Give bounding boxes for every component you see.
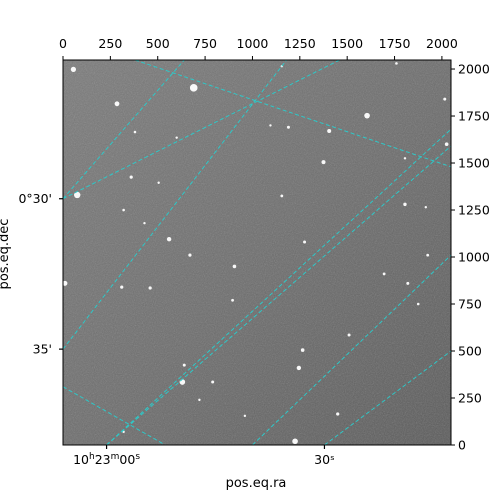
star <box>347 333 351 337</box>
right-tick-label: 750 <box>458 297 482 312</box>
right-tick-label: 0 <box>458 438 466 453</box>
top-tick-label: 500 <box>146 36 170 51</box>
grid-line <box>252 254 451 445</box>
star <box>166 236 172 242</box>
ra-tick-label: 30ˢ <box>314 452 335 467</box>
star <box>382 272 386 276</box>
star <box>403 202 407 207</box>
dec-tick-label: 35' <box>33 342 52 357</box>
y-axis-label: pos.eq.dec <box>0 219 12 290</box>
star <box>300 348 305 352</box>
top-tick-label: 0 <box>59 36 67 51</box>
star <box>269 124 272 127</box>
star <box>70 66 77 72</box>
grid-line <box>63 60 185 200</box>
star <box>424 205 428 209</box>
top-tick-label: 1000 <box>237 36 269 51</box>
sky-noise <box>63 60 451 445</box>
bottom-ra-ticks: 10h23m00s 30ˢ <box>73 445 335 467</box>
grid-line <box>324 350 451 445</box>
grid-line <box>106 145 451 445</box>
star <box>198 398 201 402</box>
top-tick-label: 250 <box>98 36 122 51</box>
right-tick-label: 250 <box>458 391 482 406</box>
star <box>63 280 68 286</box>
grid-line <box>134 60 451 168</box>
top-axis-ticks: 0 250 500 750 1000 1250 1500 1750 2000 <box>59 36 458 60</box>
x-axis-label: pos.eq.ra <box>226 476 287 491</box>
right-axis-ticks: 0 250 500 750 1000 1250 1500 1750 2000 <box>451 62 490 453</box>
star <box>133 130 137 134</box>
star <box>189 84 198 92</box>
star <box>303 240 307 244</box>
star <box>188 253 192 257</box>
star <box>175 136 178 139</box>
star <box>286 125 290 129</box>
star <box>231 298 234 302</box>
star <box>395 62 398 65</box>
top-tick-label: 1250 <box>284 36 316 51</box>
top-tick-label: 1500 <box>331 36 363 51</box>
right-tick-label: 500 <box>458 344 482 359</box>
coordinate-grid <box>63 60 451 445</box>
star <box>280 194 284 198</box>
grid-line <box>63 60 287 350</box>
star <box>232 264 237 269</box>
star <box>157 181 160 184</box>
top-tick-label: 750 <box>193 36 217 51</box>
right-tick-label: 1750 <box>458 109 490 124</box>
star <box>122 208 125 212</box>
right-tick-label: 2000 <box>458 62 490 77</box>
plot-border <box>62 59 452 446</box>
star <box>406 281 410 285</box>
star <box>292 438 298 445</box>
star <box>327 129 332 134</box>
ra-tick-label: 10h23m00s <box>73 452 140 467</box>
star <box>120 285 124 289</box>
star <box>129 175 133 179</box>
star <box>426 253 430 257</box>
star <box>444 142 449 147</box>
star <box>143 221 146 225</box>
grid-line <box>63 386 166 445</box>
dec-tick-label: 0°30' <box>18 191 52 206</box>
star <box>403 157 407 160</box>
right-tick-label: 1000 <box>458 250 490 265</box>
top-tick-label: 2000 <box>426 36 458 51</box>
star <box>179 379 186 385</box>
star <box>211 380 215 384</box>
left-dec-ticks: 0°30' 35' <box>18 191 63 357</box>
star <box>336 412 340 416</box>
star <box>148 286 152 290</box>
top-tick-label: 1750 <box>379 36 411 51</box>
star <box>74 191 81 199</box>
star-field <box>63 62 449 445</box>
star <box>296 365 302 371</box>
star <box>182 363 186 367</box>
star <box>321 160 326 165</box>
star <box>443 97 447 101</box>
star <box>114 101 120 107</box>
star <box>416 302 420 306</box>
star <box>364 112 370 119</box>
image-frame <box>62 59 452 446</box>
star <box>243 414 247 418</box>
right-tick-label: 1500 <box>458 156 490 171</box>
right-tick-label: 1250 <box>458 203 490 218</box>
